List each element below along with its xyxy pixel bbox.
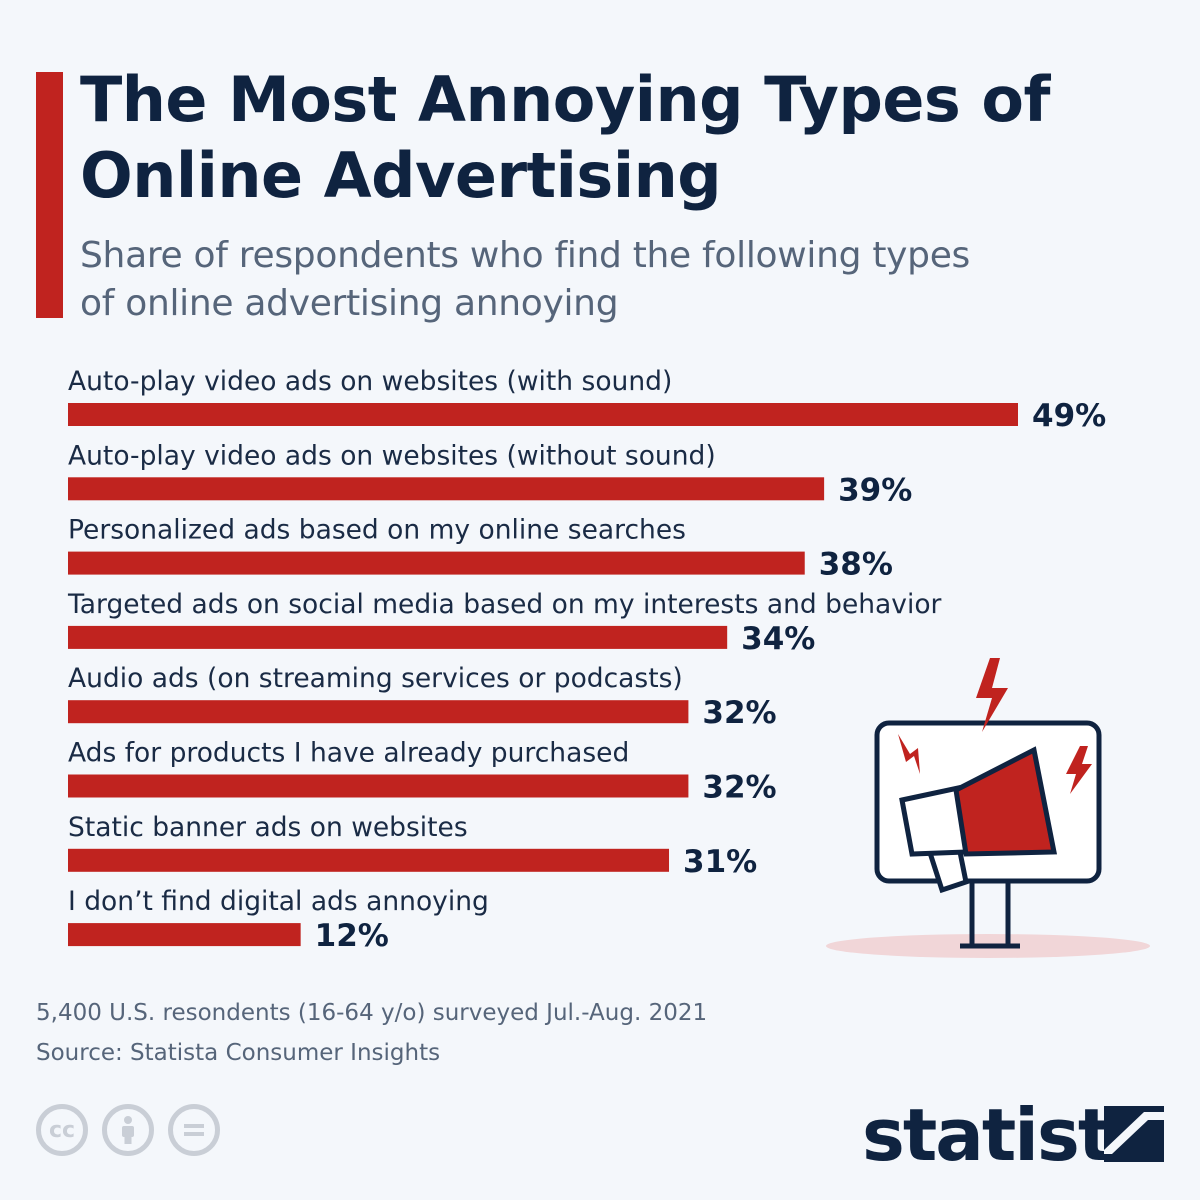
value-label: 32% <box>702 770 776 806</box>
value-label: 34% <box>741 621 815 657</box>
value-label: 32% <box>702 695 776 731</box>
value-label: 12% <box>315 918 389 954</box>
bar[interactable] <box>68 625 728 649</box>
category-label: Ads for products I have already purchase… <box>68 738 629 769</box>
bar[interactable] <box>68 848 670 872</box>
no-derivatives-icon[interactable] <box>168 1104 220 1156</box>
lightning-icon-top <box>976 658 1008 732</box>
license-icons: cc <box>36 1104 220 1156</box>
value-label: 39% <box>838 472 912 508</box>
category-label: Personalized ads based on my online sear… <box>68 515 686 546</box>
megaphone-monitor-illustration <box>826 658 1150 958</box>
category-label: Auto-play video ads on websites (without… <box>68 440 716 471</box>
source-note: Source: Statista Consumer Insights <box>36 1040 441 1066</box>
bar[interactable] <box>68 774 689 798</box>
statista-logo-icon[interactable] <box>1104 1106 1164 1162</box>
bar[interactable] <box>68 700 689 724</box>
category-label: Targeted ads on social media based on my… <box>67 589 942 620</box>
bar[interactable] <box>68 923 301 947</box>
survey-note: 5,400 U.S. resondents (16-64 y/o) survey… <box>36 1000 708 1026</box>
lightning-icon-left <box>898 734 920 774</box>
bar[interactable] <box>68 477 825 501</box>
category-label: Audio ads (on streaming services or podc… <box>68 663 683 694</box>
chart-title: The Most Annoying Types of Online Advert… <box>80 63 1050 212</box>
category-label: Static banner ads on websites <box>68 812 468 843</box>
category-label: Auto-play video ads on websites (with so… <box>68 366 672 397</box>
title-accent-bar <box>36 72 63 318</box>
category-label: I don’t find digital ads annoying <box>68 886 489 917</box>
cc-icon[interactable]: cc <box>36 1104 88 1156</box>
megaphone-horn <box>953 746 1058 857</box>
chart-subtitle: Share of respondents who find the follow… <box>80 235 971 324</box>
value-label: 49% <box>1032 398 1106 434</box>
bar[interactable] <box>68 403 1018 426</box>
lightning-icon-right <box>1066 746 1092 794</box>
bar[interactable] <box>68 551 805 575</box>
attribution-icon[interactable] <box>102 1104 154 1156</box>
value-label: 31% <box>683 844 757 880</box>
value-label: 38% <box>819 547 893 583</box>
